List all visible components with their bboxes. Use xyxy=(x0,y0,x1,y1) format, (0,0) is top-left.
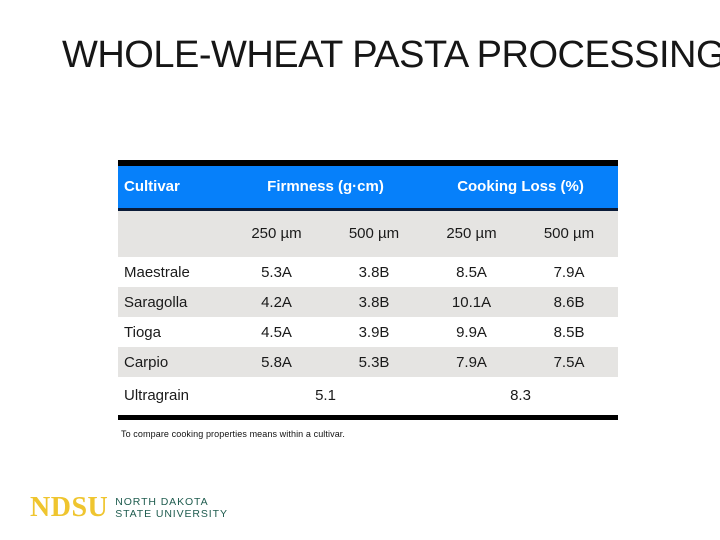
value-cell: 5.3A xyxy=(261,263,292,281)
subheader-firmness-250um: 250 µm xyxy=(228,209,325,257)
cultivar-name: Ultragrain xyxy=(124,387,190,405)
value-cell: 7.9A xyxy=(456,353,487,371)
subheader-cookingloss-500um: 500 µm xyxy=(520,209,619,257)
value-cell: 8.6B xyxy=(553,293,585,311)
university-name: NORTH DAKOTA STATE UNIVERSITY xyxy=(115,496,228,520)
cultivar-name: Maestrale xyxy=(124,263,190,281)
table-row: Maestrale 5.3A 3.8B 8.5A 7.9A xyxy=(118,257,619,287)
cultivar-name: Saragolla xyxy=(124,293,188,311)
value-cell: 5.8A xyxy=(261,353,292,371)
subheader-empty-cell xyxy=(118,209,228,257)
ndsu-logo: NDSU NORTH DAKOTA STATE UNIVERSITY xyxy=(30,494,228,522)
subheader-cookingloss-250um: 250 µm xyxy=(423,209,521,257)
col-header-cooking-loss: Cooking Loss (%) xyxy=(423,163,619,209)
slide-title: WHOLE-WHEAT PASTA PROCESSING xyxy=(62,34,720,76)
summary-firmness-value: 5.1 xyxy=(315,387,336,405)
university-name-line2: STATE UNIVERSITY xyxy=(115,508,228,520)
table-subheader-row: 250 µm 500 µm 250 µm 500 µm xyxy=(118,209,619,257)
value-cell: 9.9A xyxy=(456,323,487,341)
value-cell: 8.5B xyxy=(553,323,585,341)
results-table: Cultivar Firmness (g·cm) Cooking Loss (%… xyxy=(118,160,619,420)
summary-cookingloss-value: 8.3 xyxy=(510,387,531,405)
col-header-cultivar: Cultivar xyxy=(118,163,228,209)
cultivar-name: Tioga xyxy=(124,323,161,341)
value-cell: 7.5A xyxy=(553,353,585,371)
value-cell: 8.5A xyxy=(456,263,487,281)
ndsu-wordmark: NDSU xyxy=(30,492,109,523)
university-name-line1: NORTH DAKOTA xyxy=(115,496,209,508)
summary-row: Ultragrain 5.1 8.3 xyxy=(118,377,619,417)
table-footnote: To compare cooking properties means with… xyxy=(121,429,346,439)
value-cell: 10.1A xyxy=(451,293,492,311)
cultivar-name: Carpio xyxy=(124,353,169,371)
value-cell: 7.9A xyxy=(553,263,585,281)
value-cell: 4.5A xyxy=(261,323,292,341)
value-cell: 3.9B xyxy=(358,323,390,341)
value-cell: 5.3B xyxy=(358,353,390,371)
value-cell: 3.8B xyxy=(358,293,390,311)
table-row: Tioga 4.5A 3.9B 9.9A 8.5B xyxy=(118,317,619,347)
table-header-row: Cultivar Firmness (g·cm) Cooking Loss (%… xyxy=(118,163,619,209)
value-cell: 3.8B xyxy=(358,263,390,281)
col-header-firmness: Firmness (g·cm) xyxy=(228,163,424,209)
table-row: Carpio 5.8A 5.3B 7.9A 7.5A xyxy=(118,347,619,377)
table-row: Saragolla 4.2A 3.8B 10.1A 8.6B xyxy=(118,287,619,317)
subheader-firmness-500um: 500 µm xyxy=(325,209,424,257)
value-cell: 4.2A xyxy=(261,293,292,311)
